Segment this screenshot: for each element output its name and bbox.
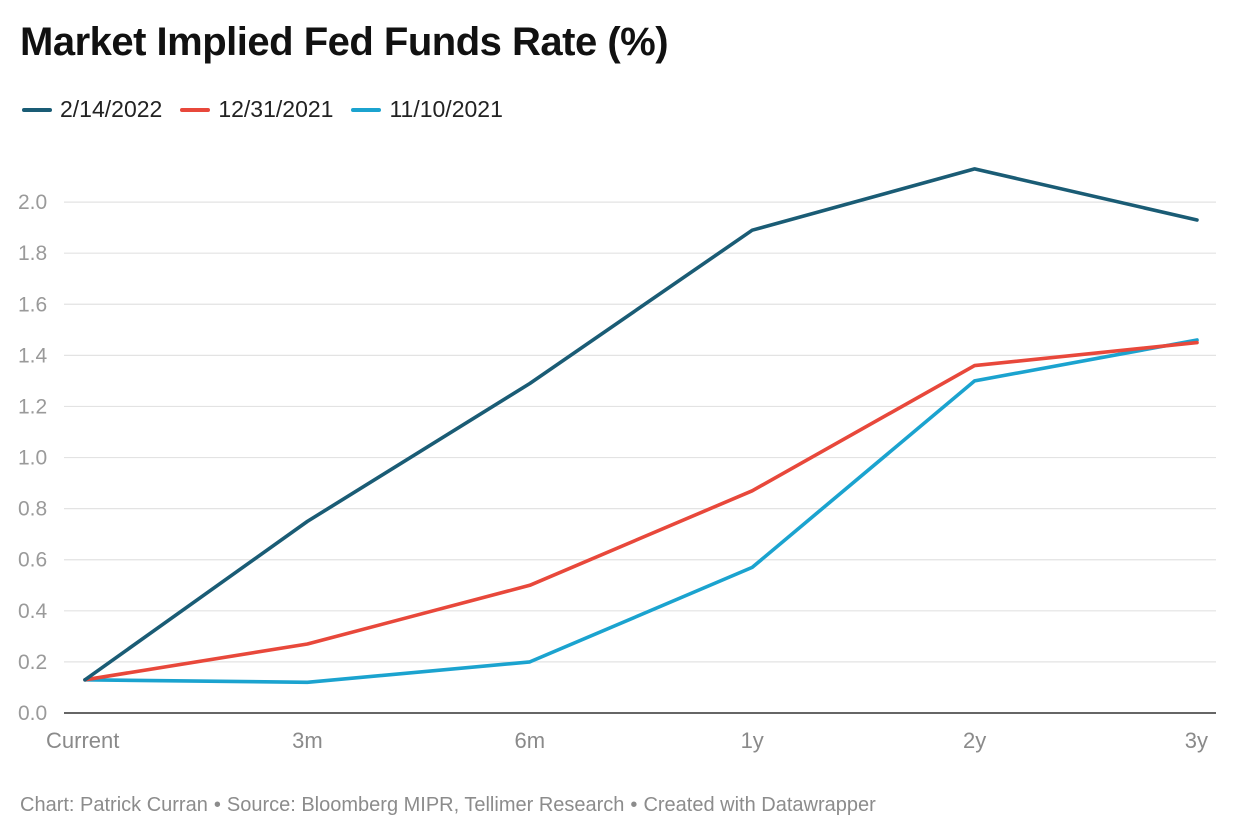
x-tick-label: Current	[46, 728, 119, 753]
footer-created-with: Created with Datawrapper	[643, 794, 876, 816]
legend-item-series-1: 12/31/2021	[180, 96, 333, 123]
footer-separator: •	[213, 794, 221, 816]
legend-item-series-0: 2/14/2022	[22, 96, 162, 123]
y-tick-label: 2.0	[18, 191, 47, 214]
legend-label-series-1: 12/31/2021	[218, 96, 334, 122]
y-tick-label: 1.8	[18, 242, 47, 265]
y-tick-label: 0.8	[18, 498, 47, 521]
legend-swatch-series-0	[22, 107, 52, 112]
footer-source: Source: Bloomberg MIPR, Tellimer Researc…	[226, 794, 625, 816]
y-tick-label: 0.4	[18, 600, 48, 623]
series-line-0	[83, 167, 1199, 682]
y-tick-label: 1.4	[18, 344, 48, 367]
chart-legend: 2/14/2022 12/31/2021 11/10/2021	[22, 96, 503, 123]
legend-label-series-2: 11/10/2021	[389, 96, 503, 122]
footer-credit: Chart: Patrick Curran	[20, 794, 208, 816]
x-tick-label: 1y	[741, 728, 764, 753]
y-tick-label: 1.0	[18, 447, 47, 470]
y-tick-label: 0.6	[18, 549, 47, 572]
legend-swatch-series-1	[180, 107, 211, 112]
legend-swatch-series-2	[351, 107, 382, 112]
x-tick-label: 2y	[963, 728, 986, 753]
x-tick-label: 3m	[292, 728, 323, 753]
x-tick-label: 3y	[1185, 728, 1208, 753]
chart-title: Market Implied Fed Funds Rate (%)	[20, 20, 669, 64]
x-tick-label: 6m	[515, 728, 546, 753]
legend-item-series-2: 11/10/2021	[351, 96, 503, 123]
y-tick-label: 1.6	[18, 293, 47, 316]
footer-separator: •	[630, 794, 638, 816]
y-tick-label: 0.0	[18, 702, 47, 725]
y-tick-label: 0.2	[18, 651, 47, 674]
series-line-2	[83, 338, 1199, 685]
legend-label-series-0: 2/14/2022	[60, 96, 163, 122]
y-tick-label: 1.2	[18, 395, 47, 418]
series-line-1	[83, 340, 1199, 682]
chart-footer: Chart: Patrick Curran • Source: Bloomberg …	[20, 794, 876, 817]
